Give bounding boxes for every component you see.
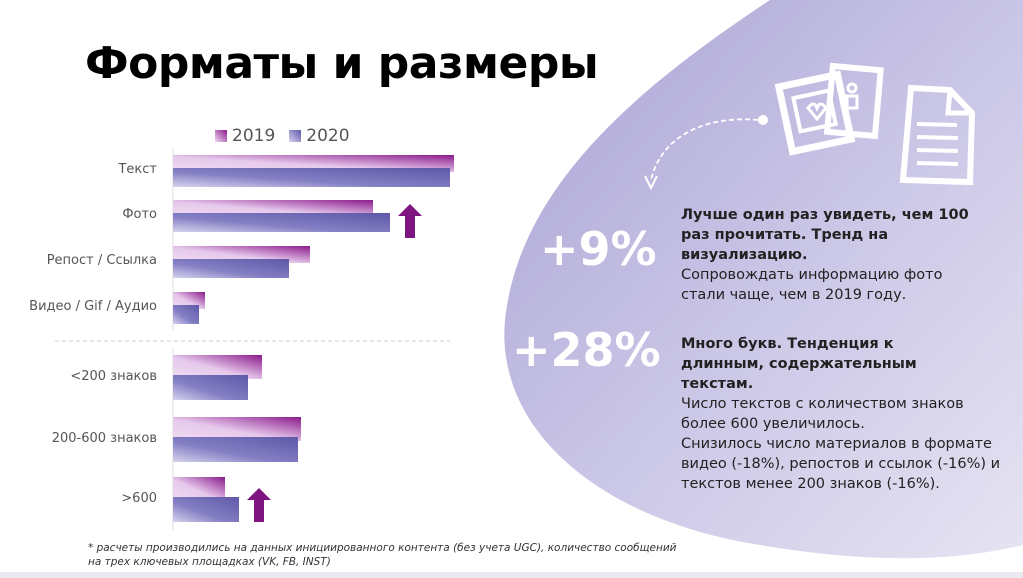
- category-label: Фото: [122, 207, 157, 222]
- legend-item-2019: 2019: [215, 126, 275, 146]
- bar-2019: [173, 200, 373, 217]
- bar-2019: [173, 292, 205, 309]
- legend-item-2020: 2020: [289, 126, 350, 146]
- page-title: Форматы и размеры: [85, 38, 599, 89]
- up-arrow-icon: [247, 488, 271, 522]
- bar-2020: [173, 305, 199, 324]
- up-arrow-icon: [398, 204, 422, 238]
- category-label: Текст: [118, 162, 157, 177]
- bar-2020: [173, 375, 248, 400]
- bar-2020: [173, 168, 450, 187]
- bar-2020: [173, 259, 289, 278]
- stat-value-photo: +9%: [540, 222, 657, 276]
- footnote: * расчеты производились на данных иниции…: [88, 542, 677, 568]
- chart-legend: 2019 2020: [215, 126, 350, 146]
- photo-heart-icon: [774, 70, 856, 156]
- category-label: 200-600 знаков: [51, 431, 157, 446]
- stat-headline: Много букв. Тенденция к длинным, содержа…: [681, 336, 917, 392]
- stat-headline: Лучше один раз увидеть, чем 100 раз проч…: [681, 207, 969, 263]
- decline-note: Снизилось число материалов в формате вид…: [681, 436, 1001, 492]
- category-label: Видео / Gif / Аудио: [29, 299, 157, 314]
- photo-people-icon: [823, 62, 884, 140]
- stat-value-text: +28%: [512, 323, 661, 377]
- category-label: <200 знаков: [70, 369, 157, 384]
- bottom-bar: [0, 572, 1023, 578]
- stat-body: Число текстов с количеством знаков более…: [681, 396, 964, 432]
- stat-text-photo: Лучше один раз увидеть, чем 100 раз проч…: [681, 205, 981, 305]
- bar-2020: [173, 437, 298, 462]
- document-icon: [899, 84, 976, 186]
- bar-2020: [173, 497, 239, 522]
- stat-body: Сопровождать информацию фото стали чаще,…: [681, 267, 943, 303]
- bar-2020: [173, 213, 390, 232]
- dashed-arrow-icon: [644, 115, 768, 191]
- category-label: >600: [121, 491, 157, 506]
- bar-2019: [173, 155, 454, 172]
- category-label: Репост / Ссылка: [46, 253, 157, 268]
- bar-2019: [173, 246, 310, 263]
- stat-text-length: Много букв. Тенденция к длинным, содержа…: [681, 334, 971, 434]
